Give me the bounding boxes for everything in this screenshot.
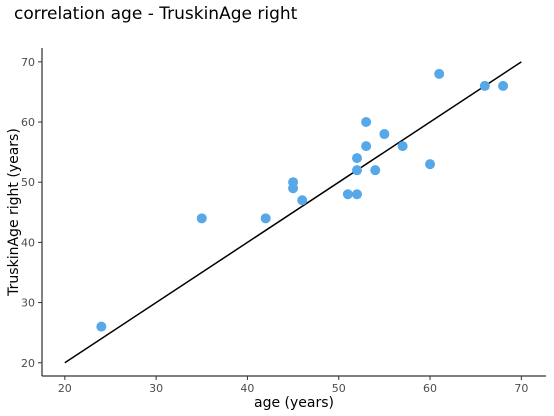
y-tick-label: 60 (21, 116, 35, 129)
data-point (342, 189, 353, 200)
x-tick-label: 40 (240, 382, 254, 395)
data-point (379, 129, 390, 140)
data-point (397, 141, 408, 152)
y-tick-label: 30 (21, 297, 35, 310)
data-point (96, 321, 107, 332)
data-point (260, 213, 271, 224)
x-axis-ticks: 20 30 40 50 60 70 (58, 376, 528, 395)
x-tick-label: 60 (423, 382, 437, 395)
y-axis-title: TruskinAge right (years) (6, 128, 22, 297)
x-tick-label: 20 (58, 382, 72, 395)
data-point (352, 153, 362, 164)
plot-area (64, 61, 522, 364)
data-point (196, 213, 207, 224)
data-point (498, 80, 509, 91)
data-point (288, 183, 299, 194)
reference-line (64, 61, 522, 364)
chart-title: correlation age - TruskinAge right (14, 4, 298, 24)
y-tick-label: 70 (21, 56, 35, 69)
x-axis-title: age (years) (254, 395, 334, 411)
data-point (352, 165, 362, 176)
y-axis-ticks: 20 30 40 50 60 70 (21, 56, 42, 370)
data-point (425, 159, 436, 170)
y-tick-label: 20 (21, 357, 35, 370)
data-point (361, 141, 372, 152)
y-tick-label: 40 (21, 236, 35, 249)
data-point (297, 195, 308, 206)
data-point (434, 68, 445, 79)
y-tick-label: 50 (21, 176, 35, 189)
data-point (370, 165, 381, 176)
x-tick-label: 70 (514, 382, 528, 395)
x-tick-label: 50 (332, 382, 346, 395)
data-point (352, 189, 362, 200)
data-point (479, 80, 490, 91)
x-tick-label: 30 (149, 382, 163, 395)
data-point (361, 117, 372, 128)
